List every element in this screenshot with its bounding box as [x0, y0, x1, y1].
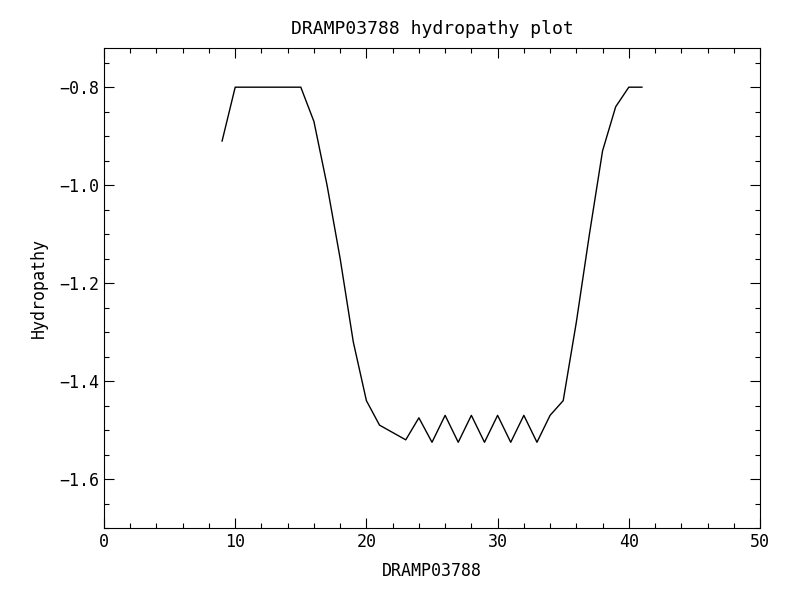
Y-axis label: Hydropathy: Hydropathy	[30, 238, 48, 338]
Title: DRAMP03788 hydropathy plot: DRAMP03788 hydropathy plot	[290, 20, 574, 38]
X-axis label: DRAMP03788: DRAMP03788	[382, 562, 482, 580]
